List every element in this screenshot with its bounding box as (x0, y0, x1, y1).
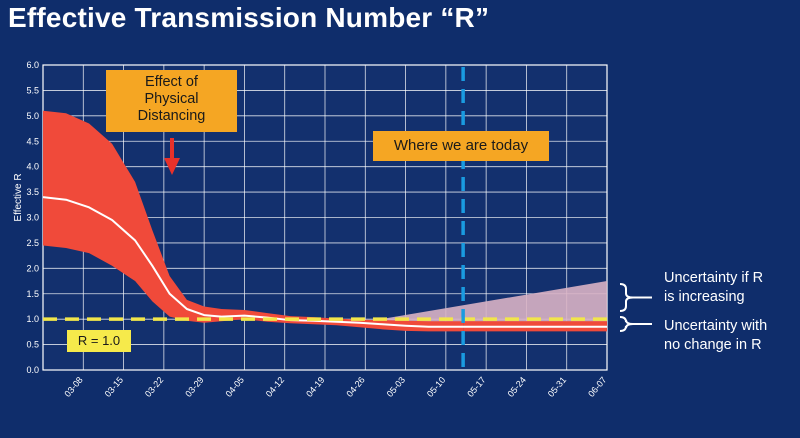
brace-increasing (619, 283, 634, 312)
y-tick-label: 3.5 (26, 187, 39, 197)
note-uncertainty-increasing: Uncertainty if R is increasing (664, 270, 764, 305)
y-tick-label: 1.5 (26, 289, 39, 299)
x-tick-label: 06-07 (586, 375, 608, 399)
y-tick-label: 1.0 (26, 314, 39, 324)
y-tick-label: 6.0 (26, 60, 39, 70)
x-tick-label: 05-10 (425, 375, 447, 399)
uncertainty-increasing-area (365, 281, 607, 322)
y-tick-label: 0.5 (26, 340, 39, 350)
x-tick-label: 05-03 (385, 375, 407, 399)
brace-no-change (619, 316, 634, 332)
y-axis-label: Effective R (13, 173, 24, 221)
y-tick-label: 0.0 (26, 365, 39, 375)
x-tick-label: 03-22 (143, 375, 165, 399)
x-tick-label: 04-05 (223, 375, 245, 399)
y-tick-label: 2.5 (26, 238, 39, 248)
slide-title: Effective Transmission Number “R” (8, 2, 490, 33)
x-tick-label: 04-19 (304, 375, 326, 399)
x-tick-label: 04-12 (264, 375, 286, 399)
y-tick-label: 4.0 (26, 162, 39, 172)
credible-band (43, 110, 464, 332)
x-tick-label: 05-17 (465, 375, 487, 399)
y-tick-label: 3.0 (26, 213, 39, 223)
y-tick-label: 5.5 (26, 85, 39, 95)
y-tick-label: 5.0 (26, 111, 39, 121)
callout-physical-distancing: Effect of Physical Distancing (106, 70, 237, 132)
x-tick-label: 03-29 (183, 375, 205, 399)
x-tick-label: 03-15 (103, 375, 125, 399)
callout-where-we-are-today: Where we are today (373, 131, 549, 161)
y-tick-label: 4.5 (26, 136, 39, 146)
callout-r-equals-one: R = 1.0 (67, 330, 131, 352)
x-tick-label: 04-26 (344, 375, 366, 399)
note-uncertainty-no-change: Uncertainty with no change in R (664, 318, 768, 353)
x-tick-label: 05-31 (546, 375, 568, 399)
x-tick-label: 05-24 (505, 375, 527, 399)
x-tick-label: 03-08 (62, 375, 84, 399)
arrow-head (164, 158, 180, 175)
y-tick-label: 2.0 (26, 263, 39, 273)
median-line (42, 196, 607, 328)
